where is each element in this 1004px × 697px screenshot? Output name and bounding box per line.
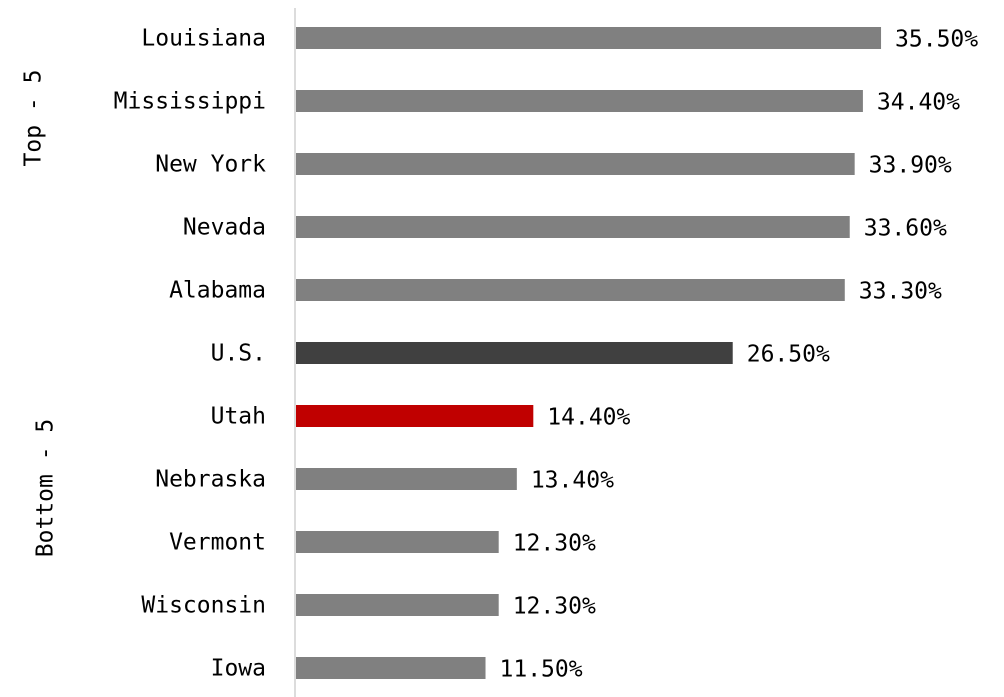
category-label: Louisiana — [141, 26, 266, 52]
value-label: 12.30% — [513, 594, 596, 620]
value-label: 14.40% — [547, 405, 630, 431]
group-label: Bottom - 5 — [33, 419, 59, 557]
bar — [296, 27, 882, 49]
group-label: Top - 5 — [21, 70, 47, 167]
category-label: Mississippi — [114, 89, 266, 115]
bar — [296, 342, 733, 364]
value-label: 12.30% — [513, 531, 596, 557]
bar — [296, 279, 845, 301]
value-label: 11.50% — [500, 657, 583, 683]
bar — [296, 657, 486, 679]
category-label: Vermont — [169, 530, 266, 556]
value-label: 35.50% — [895, 27, 978, 53]
bar — [296, 90, 863, 112]
category-label: Wisconsin — [141, 593, 266, 619]
category-label: New York — [155, 152, 266, 178]
category-label: U.S. — [211, 341, 266, 367]
value-label: 26.50% — [747, 342, 830, 368]
bar — [296, 594, 499, 616]
value-label: 13.40% — [531, 468, 614, 494]
bar — [296, 531, 499, 553]
bar — [296, 153, 855, 175]
bar — [296, 468, 517, 490]
category-label: Nebraska — [155, 467, 266, 493]
value-label: 33.60% — [864, 216, 947, 242]
bar — [296, 216, 850, 238]
category-label: Iowa — [211, 656, 266, 682]
category-label: Nevada — [183, 215, 266, 241]
category-label: Alabama — [169, 278, 266, 304]
value-label: 33.30% — [859, 279, 942, 305]
bar — [296, 405, 534, 427]
value-label: 34.40% — [877, 90, 960, 116]
category-label: Utah — [211, 404, 266, 430]
value-label: 33.90% — [869, 153, 952, 179]
